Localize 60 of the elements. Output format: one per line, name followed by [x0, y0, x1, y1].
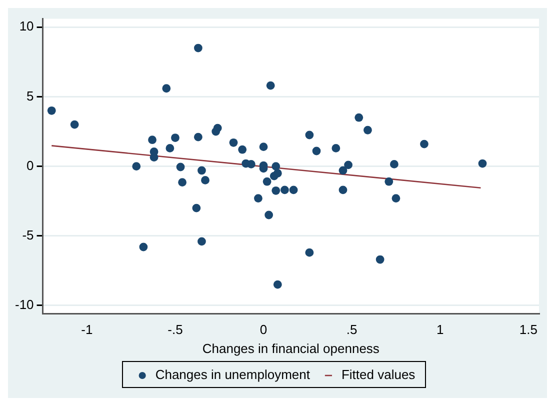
- x-tick-label: -.5: [168, 322, 183, 338]
- point: [139, 242, 148, 252]
- point: [194, 132, 202, 142]
- point: [280, 186, 289, 194]
- point: [354, 113, 364, 122]
- point: [272, 186, 280, 195]
- point: [305, 248, 314, 257]
- point: [178, 178, 186, 187]
- point: [384, 177, 394, 186]
- point: [229, 138, 238, 147]
- point: [150, 153, 158, 162]
- y-tick-label: -10: [14, 297, 34, 312]
- x-tick-label: 0: [260, 322, 268, 338]
- point: [162, 84, 171, 93]
- point: [70, 120, 79, 129]
- point: [213, 124, 222, 132]
- point: [132, 162, 141, 170]
- point: [194, 44, 202, 52]
- point: [272, 162, 280, 170]
- x-axis-title: Changes in financial openness: [202, 340, 380, 356]
- point: [198, 166, 206, 175]
- point: [273, 280, 282, 289]
- point: [201, 176, 210, 184]
- point: [305, 130, 314, 140]
- point: [262, 177, 272, 186]
- point: [364, 126, 372, 134]
- point: [166, 144, 174, 152]
- y-tick-label: 10: [19, 18, 34, 34]
- point: [420, 140, 428, 148]
- y-tick-label: 0: [26, 158, 34, 173]
- y-tick-label: 5: [26, 88, 34, 104]
- x-tick-label: 1.5: [519, 322, 538, 338]
- point: [332, 144, 340, 152]
- point: [338, 186, 348, 194]
- x-tick-label: 1: [436, 322, 444, 338]
- point: [390, 160, 398, 168]
- point: [338, 166, 348, 175]
- point: [344, 160, 352, 170]
- legend-label: Fitted values: [341, 367, 416, 382]
- point: [376, 255, 384, 264]
- point: [238, 145, 247, 154]
- point: [289, 186, 298, 194]
- point: [47, 106, 56, 115]
- point: [273, 169, 282, 178]
- point: [254, 194, 262, 203]
- point: [392, 194, 400, 203]
- point: [176, 162, 185, 172]
- point: [312, 146, 321, 156]
- point: [259, 142, 268, 152]
- x-tick-label: .5: [346, 322, 358, 338]
- point: [192, 204, 201, 212]
- point: [198, 237, 206, 246]
- point: [148, 136, 156, 144]
- point: [478, 159, 487, 168]
- point: [171, 134, 180, 142]
- legend-label: Changes in unemployment: [155, 367, 310, 382]
- point: [266, 81, 275, 90]
- x-tick-label: -1: [81, 322, 93, 338]
- y-tick-label: -5: [22, 227, 34, 242]
- point: [264, 210, 274, 220]
